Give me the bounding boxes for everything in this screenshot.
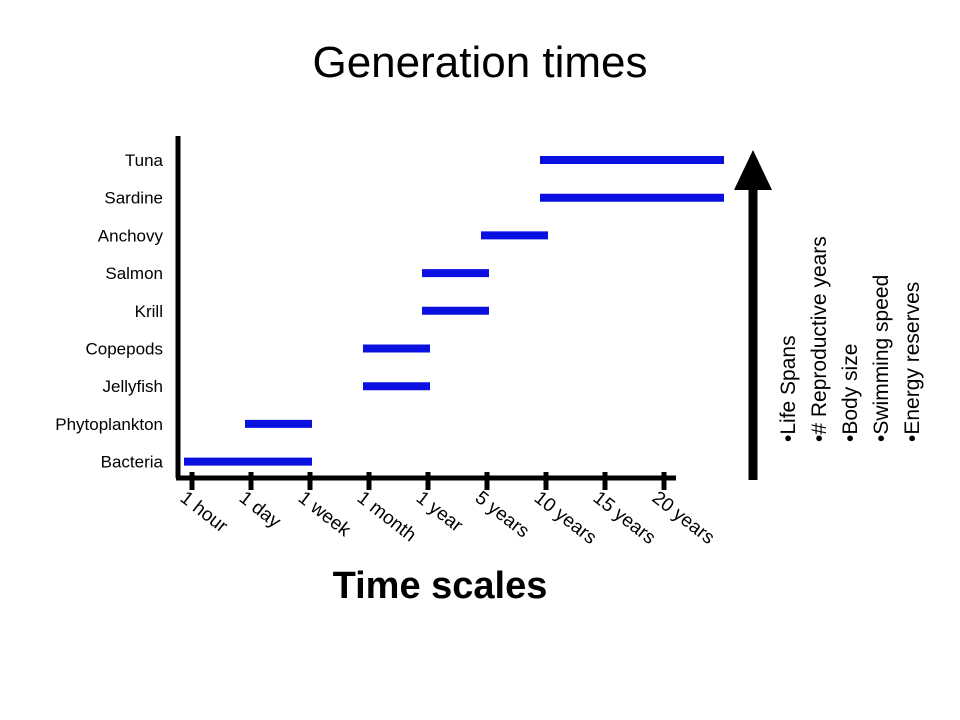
y-tick-label: Jellyfish	[103, 377, 163, 396]
x-tick-label: 15 years	[589, 487, 659, 548]
y-tick-label: Salmon	[105, 264, 163, 283]
annotation-item: •Energy reserves	[901, 282, 924, 442]
x-tick-label: 5 years	[471, 487, 533, 542]
x-tick-label: 1 day	[235, 487, 285, 532]
chart-title: Generation times	[312, 38, 647, 87]
increase-arrow-icon	[734, 150, 772, 480]
y-tick-label: Krill	[135, 302, 163, 321]
x-axis-ticks	[189, 472, 667, 490]
x-tick-label: 10 years	[530, 487, 600, 548]
trait-annotation-list: •Life Spans •# Reproductive years •Body si…	[777, 236, 924, 442]
y-tick-label: Sardine	[104, 189, 163, 208]
annotation-item: •Life Spans	[777, 335, 800, 442]
annotation-item: •Body size	[839, 344, 862, 442]
x-tick-label: 1 hour	[176, 487, 232, 537]
x-axis-title: Time scales	[333, 565, 548, 607]
y-tick-label: Bacteria	[101, 453, 164, 472]
x-tick-label: 1 year	[412, 487, 467, 536]
y-axis-labels: Tuna Sardine Anchovy Salmon Krill Copepods Jel…	[55, 151, 163, 472]
annotation-item: •Swimming speed	[870, 275, 893, 442]
annotation-item: •# Reproductive years	[808, 236, 831, 442]
y-tick-label: Copepods	[85, 340, 163, 359]
x-tick-label: 20 years	[648, 487, 718, 548]
range-bars	[184, 156, 724, 466]
y-tick-label: Tuna	[125, 151, 164, 170]
x-tick-label: 1 week	[294, 487, 355, 541]
x-tick-label: 1 month	[353, 487, 420, 546]
y-tick-label: Anchovy	[98, 226, 164, 245]
y-tick-label: Phytoplankton	[55, 415, 163, 434]
